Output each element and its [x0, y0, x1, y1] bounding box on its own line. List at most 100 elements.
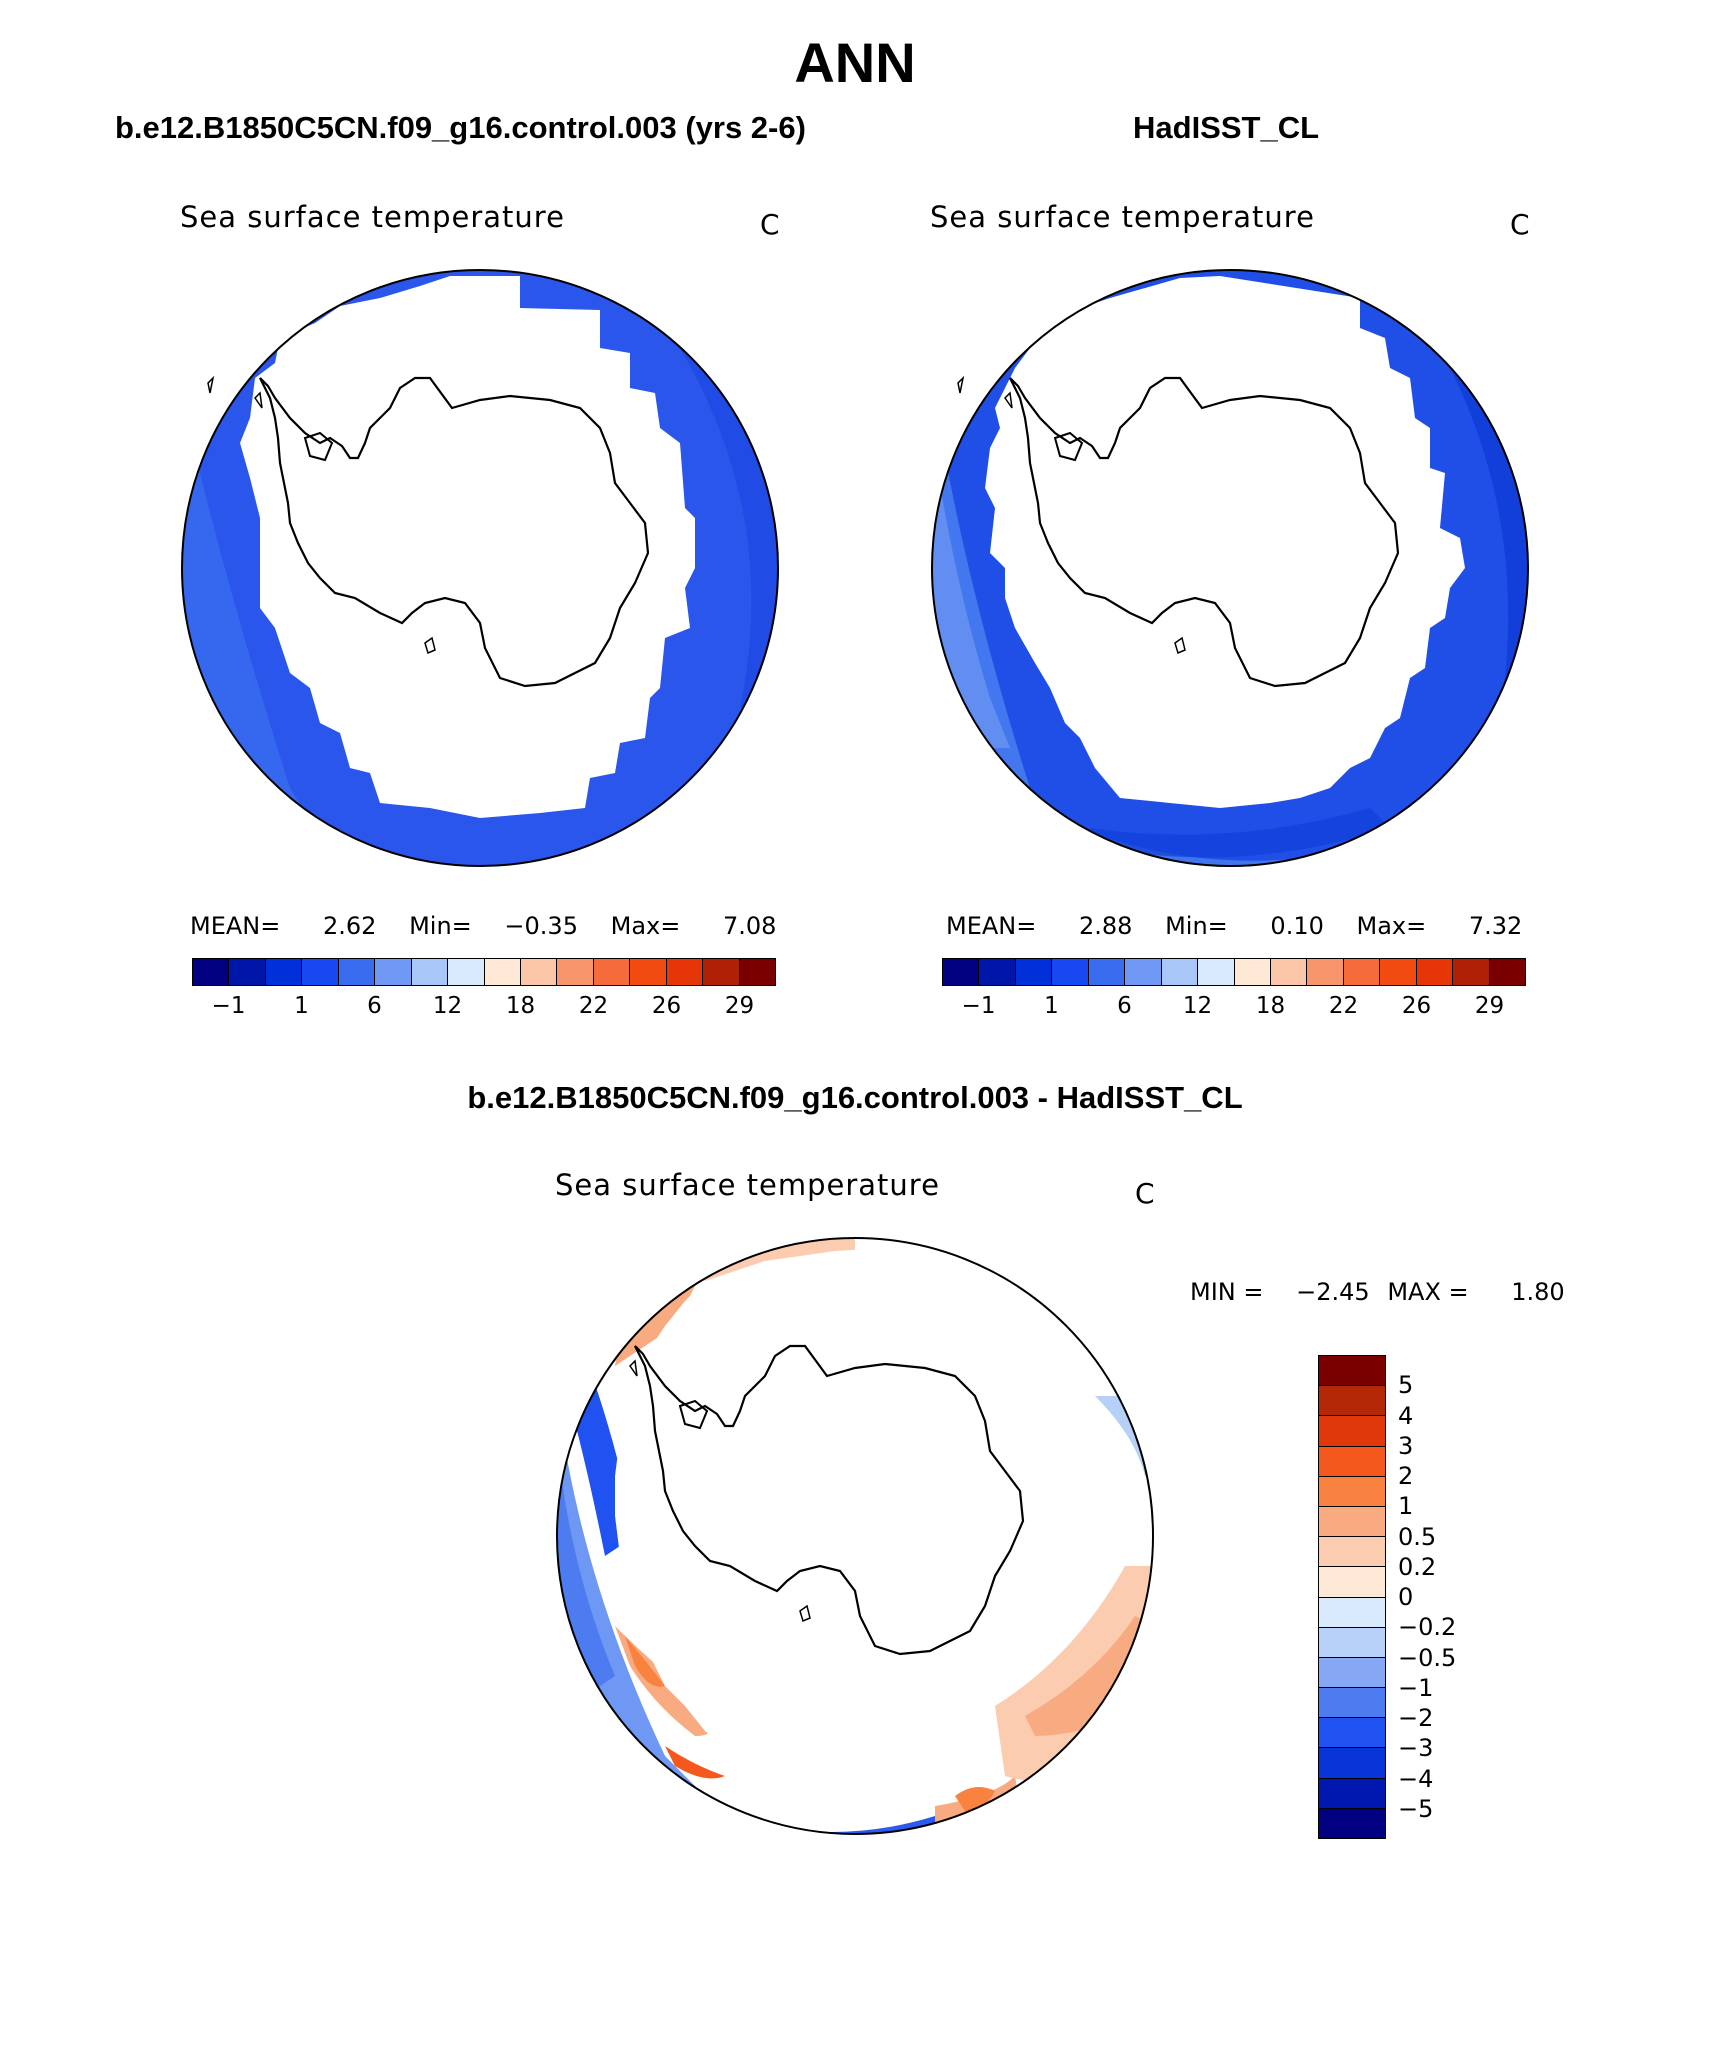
panel-1-min-value: −0.35 [504, 912, 578, 940]
panel-1-colorbar-cell [448, 959, 485, 985]
panel-2-colorbar-cell [1380, 959, 1417, 985]
panel-2-title: HadISST_CL [1133, 110, 1320, 145]
panel-1-colorbar-cell [375, 959, 412, 985]
diff-colorbar-label: 0.2 [1398, 1552, 1437, 1581]
panel-2-colorbar-cell [979, 959, 1016, 985]
diff-max-value: 1.80 [1511, 1278, 1565, 1306]
panel-1-colorbar-tick: 12 [432, 993, 463, 1019]
panel-2-colorbar-tick: 18 [1255, 993, 1286, 1019]
panel-2-mean-label: MEAN= [946, 912, 1037, 940]
diff-colorbar-label: 5 [1398, 1371, 1414, 1400]
diff-polar-map [556, 1237, 1154, 1835]
panel-1-colorbar-cell [411, 959, 449, 985]
panel-1-colorbar-cell [520, 959, 558, 985]
diff-ice-mask [615, 1248, 1115, 1766]
panel-1-colorbar-ticks: −1 1 6 12 18 22 26 29 [192, 993, 776, 1023]
panel-1-colorbar [192, 958, 776, 986]
panel-2-colorbar-cell [1453, 959, 1490, 985]
panel-2-colorbar-cell [1343, 959, 1381, 985]
panel-1-colorbar-tick: 6 [367, 993, 382, 1019]
panel-1-polar-map [181, 269, 779, 867]
panel-2-max-value: 7.32 [1468, 912, 1523, 940]
panel-2-antarctica-outline [1009, 376, 1400, 688]
panel-1-mean-value: 2.62 [323, 912, 377, 940]
panel-2-polar-map [931, 269, 1529, 867]
diff-colorbar-label: −2 [1398, 1704, 1434, 1732]
diff-stats: MIN = −2.45 MAX = 1.80 [1190, 1278, 1565, 1306]
diff-colorbar-cell [1319, 1506, 1385, 1538]
panel-2-colorbar-cell [1161, 959, 1199, 985]
diff-colorbar-cell [1319, 1537, 1385, 1568]
panel-1-units: C [760, 208, 780, 241]
panel-2-colorbar-tick: −1 [961, 993, 996, 1019]
diff-colorbar-cell [1319, 1657, 1385, 1689]
panel-1-colorbar-cell [666, 959, 704, 985]
diff-colorbar-label: 0.5 [1398, 1522, 1437, 1551]
panel-2-colorbar-cell [943, 959, 980, 985]
diff-colorbar-label: 1 [1398, 1492, 1414, 1521]
diff-colorbar-cell [1319, 1597, 1385, 1628]
panel-1-antarctica-outline [259, 376, 650, 688]
panel-2-colorbar-cell [1307, 959, 1344, 985]
panel-1-colorbar-tick: 29 [724, 993, 755, 1019]
diff-colorbar-label: −0.5 [1398, 1643, 1457, 1672]
panel-2-colorbar-cell [1416, 959, 1454, 985]
panel-1-colorbar-tick: 18 [505, 993, 536, 1019]
diff-colorbar-cell [1319, 1627, 1385, 1658]
panel-2-colorbar-cell [1234, 959, 1271, 985]
diff-min-label: MIN = [1190, 1278, 1264, 1306]
diff-colorbar-cell [1319, 1808, 1385, 1838]
panel-2-colorbar-cell [1015, 959, 1053, 985]
panel-1-colorbar-cell [593, 959, 631, 985]
panel-1-colorbar-cell [265, 959, 303, 985]
panel-2-stats: MEAN= 2.88 Min= 0.10 Max= 7.32 [946, 912, 1522, 940]
panel-1-colorbar-cell [302, 959, 339, 985]
diff-title: b.e12.B1850C5CN.f09_g16.control.003 - Ha… [467, 1080, 1243, 1115]
panel-1-colorbar-cell [739, 959, 775, 985]
panel-1-colorbar-cell [557, 959, 594, 985]
diff-colorbar-label: 4 [1398, 1401, 1414, 1430]
diff-antarctica-outline [634, 1344, 1025, 1656]
panel-1-colorbar-cell [338, 959, 376, 985]
panel-1-colorbar-tick: −1 [211, 993, 246, 1019]
panel-2-colorbar-cell [1125, 959, 1162, 985]
panel-1-plot-label: Sea surface temperature [180, 200, 565, 234]
diff-max-label: MAX = [1387, 1278, 1469, 1306]
diff-colorbar-cell [1319, 1688, 1385, 1719]
panel-2-colorbar-cell [1270, 959, 1308, 985]
panel-1-stats: MEAN= 2.62 Min= −0.35 Max= 7.08 [190, 912, 776, 940]
panel-2-colorbar-cell [1198, 959, 1235, 985]
diff-colorbar-label: −4 [1398, 1764, 1434, 1793]
panel-1-colorbar-tick: 26 [651, 993, 682, 1019]
diff-colorbar-labels: 5 4 3 2 1 0.5 0.2 0 −0.2 −0.5 −1 −2 −3 −4 −5 [1398, 1355, 1518, 1839]
panel-2-colorbar-cell [1489, 959, 1525, 985]
diff-colorbar-label: 2 [1398, 1462, 1414, 1490]
main-title: ANN [794, 31, 916, 94]
diff-colorbar-label: 3 [1398, 1431, 1414, 1460]
panel-1-colorbar-cell [484, 959, 521, 985]
panel-1-colorbar-cell [630, 959, 667, 985]
panel-1-colorbar-cell [193, 959, 230, 985]
diff-colorbar-cell [1319, 1748, 1385, 1779]
panel-1-colorbar-cell [703, 959, 740, 985]
diff-colorbar-cell [1319, 1567, 1385, 1598]
panel-2-min-value: 0.10 [1270, 912, 1324, 940]
panel-2-colorbar [942, 958, 1526, 986]
diff-colorbar-cell [1319, 1386, 1385, 1417]
panel-2-colorbar-cell [1088, 959, 1126, 985]
panel-1-title: b.e12.B1850C5CN.f09_g16.control.003 (yrs… [115, 110, 806, 145]
panel-2-ice-mask [985, 276, 1465, 808]
diff-colorbar-cell [1319, 1476, 1385, 1507]
panel-1-min-label: Min= [409, 912, 472, 940]
diff-colorbar-cell [1319, 1416, 1385, 1447]
diff-colorbar-cell [1319, 1718, 1385, 1749]
panel-2-min-label: Min= [1165, 912, 1228, 940]
panel-1-colorbar-cell [229, 959, 266, 985]
panel-2-colorbar-tick: 12 [1182, 993, 1213, 1019]
diff-colorbar [1318, 1355, 1386, 1839]
panel-2-mean-value: 2.88 [1079, 912, 1133, 940]
diff-colorbar-label: −3 [1398, 1734, 1434, 1763]
panel-1-colorbar-tick: 22 [578, 993, 609, 1019]
panel-2-colorbar-ticks: −1 1 6 12 18 22 26 29 [942, 993, 1526, 1023]
diff-colorbar-label: −1 [1398, 1673, 1434, 1702]
